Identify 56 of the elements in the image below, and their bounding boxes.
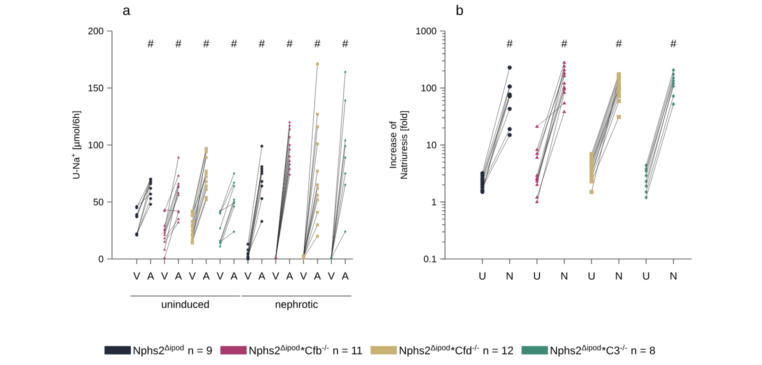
y-tick-label: 0 [98,256,104,262]
x-tick-label: V [244,272,252,280]
x-tick-label: A [258,272,266,280]
x-tick-label: V [133,272,140,280]
annotation: # [506,40,513,48]
x-tick-label: V [328,272,335,280]
x-tick-label: A [342,272,349,280]
annotation: # [314,40,320,48]
x-tick-label: U [479,272,486,280]
y-tick-label: 50 [94,198,104,206]
y-tick-label: 1000 [416,28,436,34]
y-tick-label: 100 [88,142,104,148]
annotation: # [231,40,238,48]
annotation: # [670,40,676,48]
legend-label: Nphs2$^{Δipod}$*C3$^{-/-}$ n = 8 [550,344,655,357]
chart-title: a [123,7,130,16]
x-tick-label: A [314,272,321,280]
x-tick-label: V [161,272,168,280]
y-axis-title: U-Na$^{+}$ [µmol/6h] [72,111,82,179]
y-tick-label: 10 [426,142,436,148]
x-tick-label: V [300,272,307,280]
x-tick-label: A [202,272,210,280]
x-tick-label: A [286,272,294,280]
annotation: # [148,40,154,48]
chart-title: b [456,4,463,16]
x-tick-label: V [272,272,280,280]
y-tick-label: 200 [88,28,104,34]
annotation: # [286,40,293,48]
x-tick-label: N [670,272,676,280]
x-tick-label: A [230,272,238,280]
annotation: # [203,40,210,48]
x-tick-label: A [174,272,182,280]
y-tick-label: 1 [432,198,436,206]
y-tick-label: 0.1 [424,256,436,262]
annotation: # [175,40,182,48]
annotation: # [342,40,348,48]
x-tick-label: U [643,272,650,280]
x-tick-label: U [534,272,540,280]
x-tick-label: V [216,272,224,280]
annotation: # [561,40,568,48]
annotation: # [616,40,622,48]
x-tick-label: V [188,272,196,280]
y-axis-title: Increase of Natriuresis [fold] [389,111,410,179]
text: nephrotic [276,300,318,310]
x-tick-label: U [588,272,595,280]
x-tick-label: N [616,272,622,280]
annotation: # [258,40,265,48]
legend-label: Nphs2$^{Δipod}$*Cfb$^{-/-}$ n = 11 [250,344,362,357]
legend-label: Nphs2$^{Δipod}$*Cfd$^{-/-}$ n = 12 [400,344,514,357]
x-tick-label: A [147,272,154,280]
y-tick-label: 150 [88,84,104,92]
x-tick-label: N [561,272,568,280]
text: uninduced [162,300,209,308]
legend-label: Nphs2$^{Δipod}$ n = 9 [134,344,212,357]
y-tick-label: 100 [422,84,436,92]
x-tick-label: N [506,272,513,280]
